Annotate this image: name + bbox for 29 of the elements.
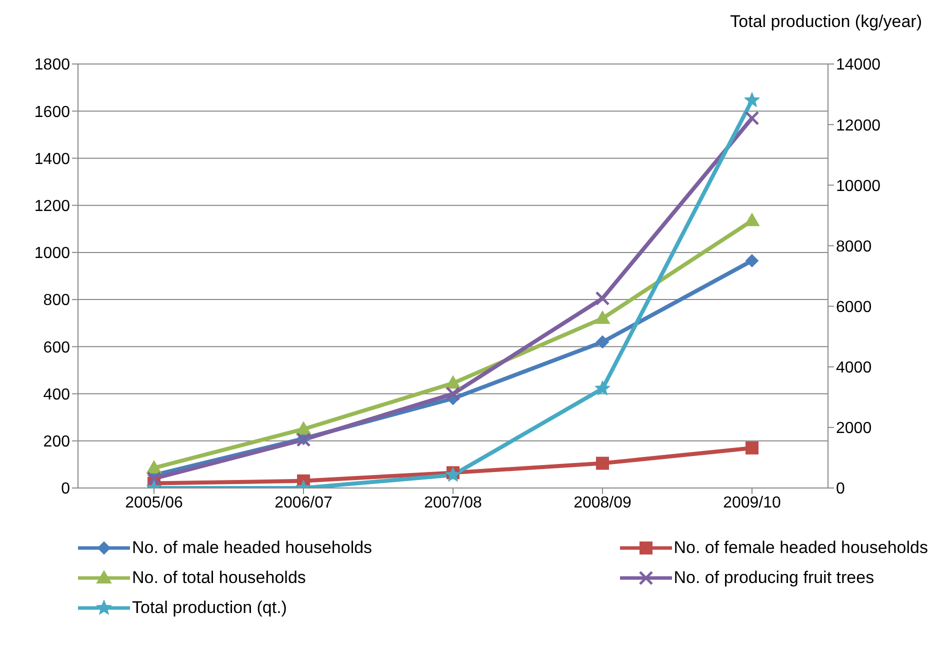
y-tick-label: 1200: [34, 198, 70, 216]
legend-label: No. of male headed households: [132, 538, 372, 558]
y-tick-label: 1400: [34, 150, 70, 168]
y2-tick-label: 2000: [836, 420, 872, 438]
y-tick-label: 1000: [34, 245, 70, 262]
legend-label: No. of female headed households: [674, 538, 928, 558]
x-tick-label: 2007/08: [424, 494, 482, 512]
y-tick-label: 1600: [34, 104, 70, 121]
x-tick-label: 2009/10: [723, 494, 782, 512]
x-tick-label: 2006/07: [274, 494, 333, 512]
y2-tick-label: 6000: [836, 298, 872, 316]
legend-label: Total production (qt.): [132, 598, 287, 618]
y2-tick-label: 4000: [836, 360, 872, 377]
legend-label: No. of total households: [132, 568, 306, 588]
y2-tick-label: 12000: [836, 117, 881, 134]
y2-tick-label: 8000: [836, 238, 872, 256]
y-tick-label: 600: [43, 339, 70, 356]
y2-axis-title: Total production (kg/year): [730, 12, 922, 32]
y2-tick-label: 10000: [836, 178, 881, 195]
x-tick-label: 2008/09: [574, 494, 632, 512]
y-tick-label: 1800: [34, 56, 70, 74]
y-tick-label: 0: [61, 480, 70, 498]
y-tick-label: 200: [43, 434, 70, 451]
y2-tick-label: 0: [836, 480, 845, 498]
y-tick-label: 800: [43, 292, 70, 310]
y-tick-label: 400: [43, 386, 70, 404]
legend-label: No. of producing fruit trees: [674, 568, 874, 588]
y2-tick-label: 14000: [836, 56, 881, 74]
x-tick-label: 2005/06: [125, 494, 184, 512]
